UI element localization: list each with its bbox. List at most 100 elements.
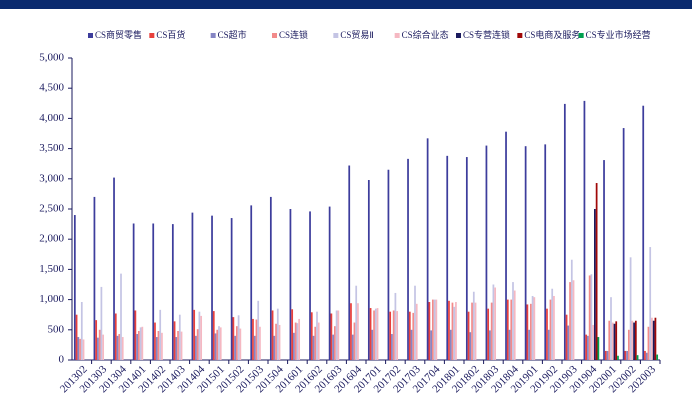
bar (528, 329, 530, 360)
bar (102, 334, 105, 360)
bar (317, 322, 320, 360)
bar (198, 311, 201, 360)
bar (214, 333, 217, 360)
bar (219, 327, 222, 360)
bar (590, 274, 593, 360)
legend-label: CS电商及服务 (524, 29, 580, 40)
bar (656, 354, 659, 360)
bar (113, 177, 115, 360)
bar (155, 337, 158, 360)
bar (567, 325, 570, 360)
y-tick-label: 5,000 (39, 52, 64, 64)
y-tick-label: 2,500 (39, 203, 64, 215)
bar (531, 295, 534, 360)
bar (316, 311, 318, 360)
bar (529, 303, 532, 360)
bar (453, 306, 456, 360)
bar (615, 321, 618, 360)
bar (433, 299, 436, 360)
bar (95, 320, 98, 360)
bar (572, 280, 575, 360)
legend-swatch (456, 33, 461, 38)
bar (594, 209, 596, 360)
bar (218, 326, 220, 360)
legend-label: CS专营连锁 (463, 29, 510, 40)
bar (603, 160, 605, 360)
bar (505, 131, 507, 360)
bar (173, 321, 176, 360)
bar (636, 355, 639, 360)
bar (116, 335, 119, 360)
bar (426, 138, 429, 360)
y-tick-label: 1,500 (39, 263, 64, 275)
bar (455, 302, 457, 360)
bar (75, 314, 78, 360)
bar (474, 302, 477, 360)
legend-label: CS商贸零售 (95, 29, 142, 40)
bar (387, 169, 390, 360)
bar (332, 334, 334, 360)
bar (278, 324, 281, 360)
bar (114, 313, 117, 360)
bar (121, 337, 124, 360)
bar (588, 275, 591, 360)
y-tick-label: 4,000 (39, 112, 64, 124)
legend-label: CS专业市场经营 (586, 29, 651, 40)
bar (353, 322, 356, 360)
bar (546, 308, 548, 360)
bar (294, 322, 297, 360)
bar (273, 335, 276, 360)
bar (469, 332, 472, 360)
bar (553, 295, 555, 360)
y-tick-label: 2,000 (39, 233, 64, 245)
bar (512, 282, 514, 360)
bar (465, 157, 468, 360)
bar (391, 334, 393, 360)
bar (351, 334, 354, 360)
bar (526, 304, 529, 360)
bar (524, 146, 527, 360)
bar (312, 335, 315, 360)
bar (489, 330, 491, 360)
bar (314, 326, 317, 360)
bar (98, 329, 101, 360)
bar (230, 218, 233, 360)
bar (435, 299, 438, 360)
bar (193, 309, 196, 360)
bar (389, 311, 392, 360)
bar (608, 320, 611, 360)
bar (237, 315, 240, 360)
legend-swatch (394, 33, 400, 38)
bar (494, 287, 497, 360)
bar (430, 330, 432, 360)
bar (376, 308, 379, 360)
bar (139, 327, 142, 360)
bar (487, 308, 490, 360)
bar (132, 223, 135, 360)
bar (622, 128, 625, 360)
bar (79, 338, 81, 360)
bar (232, 317, 235, 360)
bar (547, 329, 550, 360)
bar (647, 326, 650, 360)
bar (407, 158, 409, 360)
bar (471, 302, 473, 360)
bar (239, 328, 242, 360)
bar (293, 332, 295, 360)
bar (309, 211, 311, 360)
bar (448, 300, 450, 360)
bar (617, 355, 619, 360)
bar (253, 335, 256, 360)
bar (259, 326, 261, 360)
bar (597, 337, 600, 360)
y-tick-label: 0 (59, 354, 65, 366)
bar (337, 310, 340, 360)
bar (200, 315, 203, 360)
bar (276, 308, 279, 360)
bar (394, 292, 397, 360)
legend-label: CS百货 (156, 29, 185, 40)
bar (611, 322, 614, 360)
bar (180, 331, 183, 360)
bar (549, 299, 552, 360)
